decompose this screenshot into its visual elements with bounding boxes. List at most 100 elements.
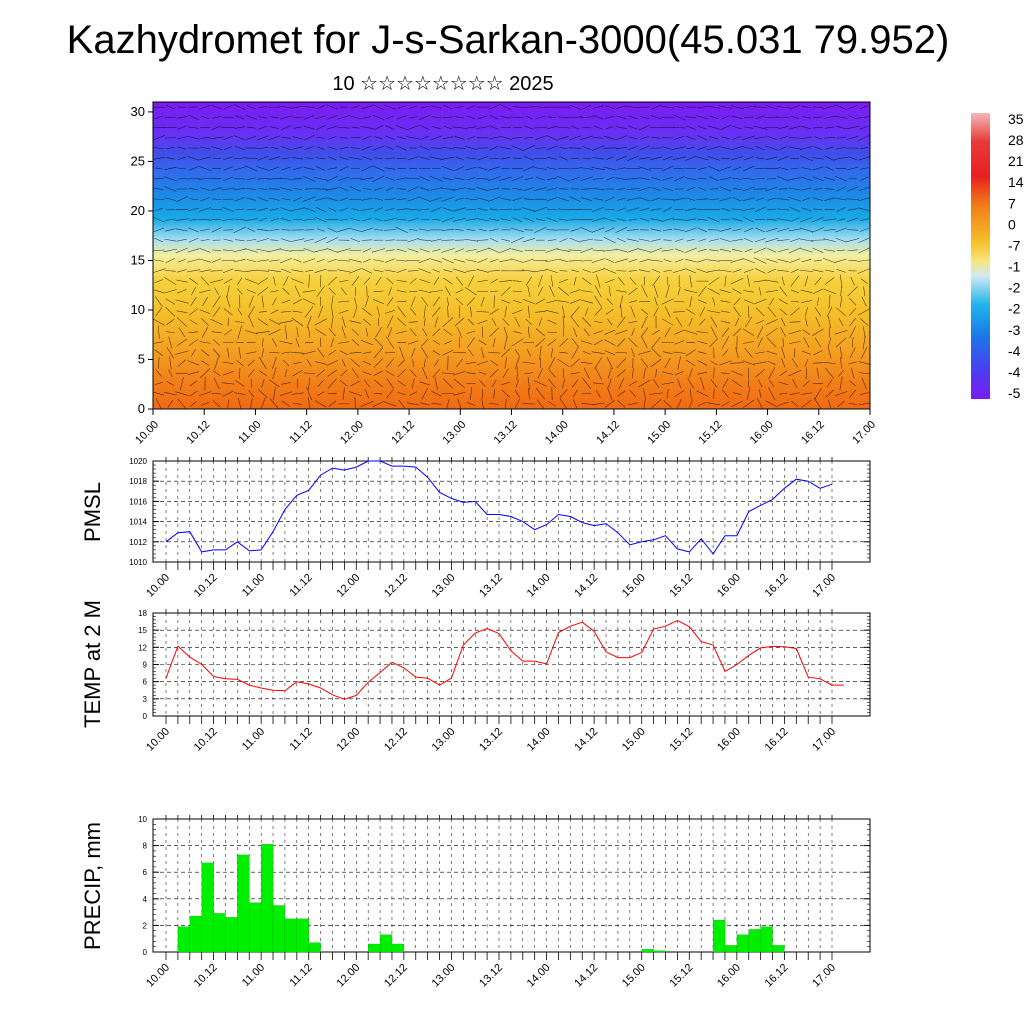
y-tick-label: 1020 [129, 457, 147, 466]
series-line [165, 619, 844, 700]
x-tick-label: 10.12 [192, 962, 220, 990]
precip-bar [201, 862, 214, 953]
colorbar-label: 28 [1008, 132, 1024, 148]
x-tick-label: 11.12 [287, 962, 314, 989]
y-axis-label: PRECIP, mm [80, 822, 105, 950]
field-fill [153, 102, 870, 409]
precip-bar [772, 945, 785, 953]
x-tick-label: 12.12 [382, 572, 410, 600]
y-axis-label: PMSL [80, 482, 105, 542]
x-tick-label: 16.12 [763, 726, 791, 754]
page-title: Kazhydromet for J-s-Sarkan-3000(45.031 7… [66, 18, 950, 62]
temp-2m-panel: 0 3 6 9 12 15 18 10.00 10.12 11.00 11.12 12.00 12.12… [80, 600, 871, 754]
x-tick-label: 11.00 [236, 419, 263, 446]
colorbar-label: -4 [1008, 364, 1021, 380]
y-tick-label: 6 [143, 678, 148, 687]
x-tick-label: 16.00 [715, 726, 743, 754]
x-tick-label: 10.12 [192, 726, 220, 754]
colorbar-label: 14 [1008, 174, 1024, 190]
x-tick-label: 17.00 [810, 962, 838, 990]
y-tick-label: 2 [143, 921, 148, 930]
colorbar-label: -4 [1008, 343, 1021, 359]
x-tick-label: 11.00 [240, 962, 267, 989]
y-tick-label: 9 [143, 661, 148, 670]
colorbar-label: 0 [1008, 216, 1016, 232]
x-tick-label: 15.12 [667, 962, 695, 990]
x-tick-label: 13.00 [430, 572, 458, 600]
wind-vectors [153, 104, 870, 409]
y-tick-label: 12 [138, 643, 147, 652]
precip-bar [712, 919, 726, 953]
x-tick-label: 13.00 [430, 726, 458, 754]
y-tick-label: 18 [138, 609, 147, 618]
precip-bar [177, 926, 190, 953]
x-tick-label: 10.12 [192, 572, 220, 600]
precip-bar [641, 949, 654, 953]
precip-bar [225, 917, 238, 953]
x-tick-label: 11.12 [287, 572, 314, 599]
x-tick-label: 13.00 [430, 962, 458, 990]
x-tick-label: 16.00 [748, 419, 776, 447]
x-tick-label: 12.00 [338, 419, 366, 447]
x-tick-label: 17.00 [850, 419, 878, 447]
x-tick-label: 14.00 [525, 572, 553, 600]
y-tick-label: 30 [131, 104, 145, 119]
y-tick-label: 4 [143, 895, 148, 904]
colorbar-label: 35 [1008, 111, 1024, 127]
x-tick-label: 12.00 [334, 726, 362, 754]
x-tick-label: 11.12 [287, 726, 314, 753]
series-line [165, 460, 833, 555]
x-tick-label: 13.12 [477, 726, 505, 754]
page-subtitle: 10 ☆☆☆☆☆☆☆☆ 2025 [332, 73, 554, 95]
y-tick-label: 1018 [129, 477, 147, 486]
y-axis-label: TEMP at 2 M [80, 600, 105, 728]
precip-bar [272, 905, 286, 953]
x-tick-label: 16.00 [715, 962, 743, 990]
x-tick-label: 14.12 [572, 962, 600, 990]
x-tick-label: 15.00 [645, 419, 673, 447]
precip-bar [237, 854, 250, 953]
y-tick-label: 0 [143, 712, 148, 721]
precip-bar [189, 915, 202, 953]
x-tick-label: 15.00 [620, 726, 648, 754]
precip-bar [391, 943, 405, 953]
wind-field [153, 104, 870, 409]
precip-panel: 0 2 4 6 8 10 10.00 10.12 11.00 11.12 12.00 12.12 13.… [80, 815, 871, 990]
y-tick-label: 5 [138, 351, 145, 366]
precip-bar [296, 918, 309, 953]
temperature-cross-section: 0 5 10 15 20 25 30 10.00 10.12 11.00 11.12 12.00 12.… [131, 101, 878, 447]
precip-bar [213, 913, 226, 953]
precip-bar [724, 945, 738, 953]
y-tick-label: 0 [138, 401, 145, 416]
colorbar-label: 21 [1008, 153, 1024, 169]
x-tick-label: 14.12 [572, 572, 600, 600]
x-tick-label: 16.12 [763, 572, 791, 600]
precip-bar [653, 950, 666, 953]
x-tick-label: 13.12 [477, 962, 505, 990]
precip-bar [760, 926, 773, 953]
x-tick-label: 16.12 [799, 419, 827, 447]
x-tick-label: 15.00 [620, 962, 648, 990]
y-tick-label: 1016 [129, 497, 147, 506]
y-tick-label: 8 [143, 842, 148, 851]
x-tick-label: 14.00 [525, 726, 553, 754]
precip-bar [736, 934, 749, 953]
x-tick-label: 12.12 [382, 962, 410, 990]
colorbar-label: -7 [1008, 237, 1021, 253]
x-tick-label: 12.00 [334, 962, 362, 990]
x-tick-label: 13.00 [440, 419, 468, 447]
y-tick-label: 10 [131, 302, 145, 317]
x-tick-label: 16.00 [715, 572, 743, 600]
x-tick-label: 15.12 [667, 572, 695, 600]
precip-bar [379, 934, 393, 953]
x-tick-label: 15.12 [697, 419, 725, 447]
x-tick-label: 15.00 [620, 572, 648, 600]
x-tick-label: 17.00 [810, 572, 838, 600]
precip-bar [368, 943, 381, 953]
colorbar-label: -2 [1008, 280, 1021, 296]
x-tick-label: 15.12 [667, 726, 695, 754]
y-tick-label: 10 [138, 815, 147, 824]
x-tick-label: 14.12 [594, 419, 622, 447]
x-tick-label: 14.00 [525, 962, 553, 990]
